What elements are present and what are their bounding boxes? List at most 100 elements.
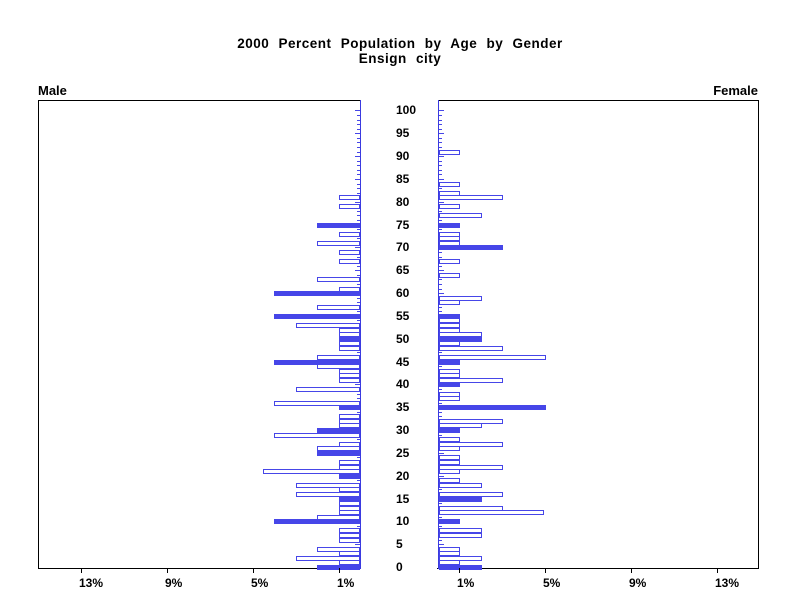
female-percent-label-1: 1% xyxy=(457,576,475,590)
female-year-tick xyxy=(439,503,442,504)
male-year-tick xyxy=(357,161,360,162)
male-bar-age-71 xyxy=(317,241,360,246)
male-year-tick xyxy=(357,147,360,148)
female-bar-age-77 xyxy=(439,213,482,218)
female-bar-age-67 xyxy=(439,259,460,264)
female-year-tick xyxy=(439,544,444,545)
female-year-tick xyxy=(439,120,442,121)
age-label-60: 60 xyxy=(396,286,410,300)
male-bar-age-33 xyxy=(339,414,360,419)
female-bar-age-15 xyxy=(439,497,482,502)
male-bar-age-36 xyxy=(274,401,360,406)
male-bar-age-26 xyxy=(317,446,360,451)
male-year-tick xyxy=(357,302,360,303)
male-bar-age-45 xyxy=(274,360,360,365)
age-label-80: 80 xyxy=(396,195,410,209)
male-bar-age-81 xyxy=(339,195,360,200)
female-bar-age-13 xyxy=(439,506,503,511)
female-panel-label: Female xyxy=(713,83,758,98)
male-year-tick xyxy=(357,170,360,171)
female-percent-label-13: 13% xyxy=(715,576,740,590)
male-year-tick xyxy=(357,229,360,230)
chart-subtitle: Ensign city xyxy=(358,51,442,66)
female-year-tick xyxy=(439,129,442,130)
male-bar-age-16 xyxy=(296,492,360,497)
male-bar-age-22 xyxy=(339,465,360,470)
male-percent-label-5: 5% xyxy=(251,576,269,590)
female-bar-age-79 xyxy=(439,204,460,209)
male-year-tick xyxy=(357,193,360,194)
female-year-tick xyxy=(439,476,444,477)
female-year-tick xyxy=(439,147,442,148)
male-bar-age-27 xyxy=(339,442,360,447)
male-bar-age-53 xyxy=(296,323,360,328)
female-year-tick xyxy=(439,110,444,111)
female-year-tick xyxy=(439,435,442,436)
female-bar-age-4 xyxy=(439,547,460,552)
male-year-tick xyxy=(357,311,360,312)
male-year-tick xyxy=(355,384,360,385)
male-bar-age-20 xyxy=(339,474,360,479)
female-bar-age-45 xyxy=(439,360,460,365)
male-year-tick xyxy=(357,120,360,121)
female-year-tick xyxy=(439,540,442,541)
age-label-65: 65 xyxy=(396,263,410,277)
female-bar-age-23 xyxy=(439,460,460,465)
female-year-tick xyxy=(439,170,442,171)
female-year-tick xyxy=(439,229,442,230)
female-bar-age-19 xyxy=(439,478,460,483)
female-panel-bottom-axis xyxy=(437,568,759,569)
male-bar-age-0 xyxy=(317,565,360,570)
male-year-tick xyxy=(357,142,360,143)
male-percent-label-13: 13% xyxy=(79,576,104,590)
female-year-tick xyxy=(439,156,444,157)
male-percent-label-1: 1% xyxy=(337,576,355,590)
female-percent-label-5: 5% xyxy=(543,576,561,590)
female-bar-age-55 xyxy=(439,314,460,319)
female-bar-age-18 xyxy=(439,483,482,488)
age-label-0: 0 xyxy=(396,560,403,574)
male-year-tick xyxy=(357,184,360,185)
male-bar-age-6 xyxy=(339,538,360,543)
male-bar-age-18 xyxy=(296,483,360,488)
female-year-tick xyxy=(439,352,442,353)
female-bar-age-84 xyxy=(439,182,460,187)
female-panel-right-border xyxy=(758,100,759,569)
male-bar-age-39 xyxy=(296,387,360,392)
female-year-tick xyxy=(439,416,442,417)
male-year-tick xyxy=(355,133,360,134)
male-year-tick xyxy=(357,215,360,216)
male-bar-age-23 xyxy=(339,460,360,465)
female-bar-age-64 xyxy=(439,273,460,278)
female-bar-age-48 xyxy=(439,346,503,351)
female-bar-age-73 xyxy=(439,232,460,237)
female-year-tick xyxy=(439,489,442,490)
female-year-tick xyxy=(439,403,442,404)
female-year-tick xyxy=(439,270,444,271)
male-bar-age-41 xyxy=(339,378,360,383)
male-year-tick xyxy=(355,202,360,203)
male-percent-tick-9 xyxy=(167,568,168,573)
male-percent-tick-13 xyxy=(81,568,82,573)
age-label-95: 95 xyxy=(396,126,410,140)
male-year-tick xyxy=(357,275,360,276)
female-bar-age-59 xyxy=(439,296,482,301)
age-label-100: 100 xyxy=(396,103,417,117)
male-panel-left-border xyxy=(38,100,39,569)
female-year-tick xyxy=(439,138,442,139)
male-year-tick xyxy=(357,211,360,212)
male-year-tick xyxy=(357,298,360,299)
female-percent-tick-5 xyxy=(545,568,546,573)
female-bar-age-7 xyxy=(439,533,482,538)
age-label-75: 75 xyxy=(396,218,410,232)
female-year-tick xyxy=(439,389,442,390)
female-year-tick xyxy=(439,257,442,258)
female-bar-age-38 xyxy=(439,392,460,397)
male-percent-label-9: 9% xyxy=(165,576,183,590)
male-year-tick xyxy=(357,284,360,285)
female-bar-age-8 xyxy=(439,528,482,533)
female-year-tick xyxy=(439,142,442,143)
male-bar-age-60 xyxy=(274,291,360,296)
female-year-tick xyxy=(439,115,442,116)
male-year-tick xyxy=(357,412,360,413)
